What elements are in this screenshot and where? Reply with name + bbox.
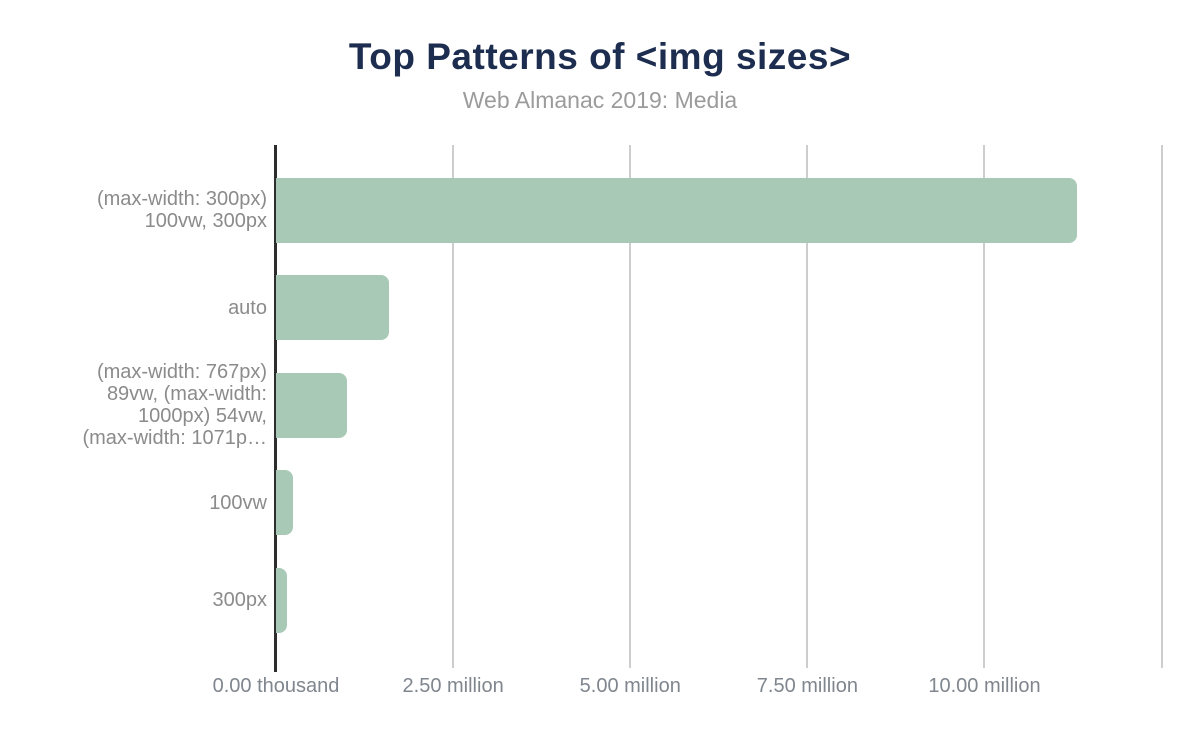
y-axis-label: auto <box>0 297 267 319</box>
gridline <box>629 145 632 668</box>
bar <box>276 372 347 438</box>
y-axis-label-line: 89vw, (max-width: <box>106 383 267 405</box>
y-axis-label-line: 300px <box>212 589 268 611</box>
y-axis-line <box>274 145 277 672</box>
y-axis-label-line: (max-width: 300px) <box>96 188 267 210</box>
chart-title: Top Patterns of <img sizes> <box>348 36 852 77</box>
x-axis-tick-label: 2.50 million <box>402 675 504 697</box>
gridline <box>1160 145 1163 668</box>
y-axis-label: (max-width: 767px) 89vw, (max-width: 1000p… <box>0 361 267 449</box>
y-axis-label-line: (max-width: 1071p… <box>82 427 267 449</box>
y-axis-label-line: 1000px) 54vw, <box>138 405 267 427</box>
chart-subtitle: Web Almanac 2019: Media <box>462 87 738 113</box>
y-axis-label: 100vw <box>0 492 267 514</box>
y-axis-label-line: 100vw, 300px <box>144 210 267 232</box>
y-axis-label: (max-width: 300px) 100vw, 300px <box>0 188 267 232</box>
plot-area <box>276 145 1185 668</box>
gridline <box>806 145 809 668</box>
x-axis-tick-label: 10.00 million <box>928 675 1041 697</box>
y-axis-label-line: (max-width: 767px) <box>96 361 267 383</box>
gridline <box>452 145 455 668</box>
bar <box>276 470 293 535</box>
y-axis-label: 300px <box>0 589 268 611</box>
bar <box>276 177 1077 243</box>
gridline <box>983 145 986 668</box>
x-axis-tick-label: 5.00 million <box>579 675 681 697</box>
y-axis-label-line: 100vw <box>209 491 267 514</box>
y-axis-label-line: auto <box>228 296 267 319</box>
y-axis-labels: (max-width: 300px) 100vw, 300px auto (max-w… <box>0 0 267 742</box>
bar <box>276 567 287 633</box>
bar <box>276 275 390 340</box>
x-axis-tick-label: 7.50 million <box>756 675 858 697</box>
